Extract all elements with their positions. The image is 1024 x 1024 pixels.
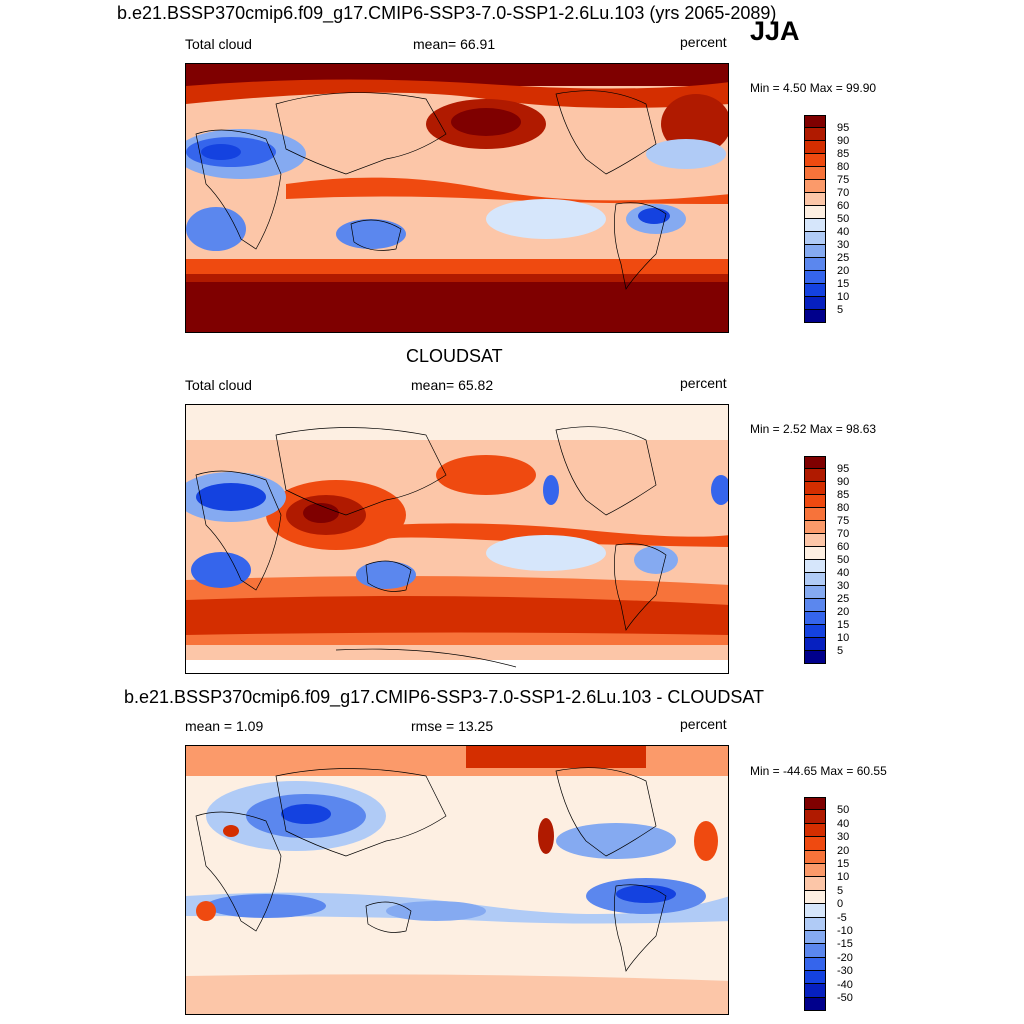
panel2-colorbar-tick: 5 xyxy=(837,645,844,657)
panel2-colorbar-tick: 50 xyxy=(837,554,850,566)
panel3-colorbar-tick: -15 xyxy=(837,938,853,950)
panel2-colorbar xyxy=(804,456,826,664)
panel1-minmax-label: Min = 4.50 Max = 99.90 xyxy=(750,81,877,95)
panel3-colorbar-tick: -30 xyxy=(837,965,853,977)
panel1-colorbar-tick: 75 xyxy=(837,174,850,186)
panel3-minmax-label: Min = -44.65 Max = 60.55 xyxy=(750,764,887,778)
panel3-colorbar-tick: 5 xyxy=(837,885,844,897)
panel1-units-label: percent xyxy=(680,34,727,50)
panel3-title: b.e21.BSSP370cmip6.f09_g17.CMIP6-SSP3-7.… xyxy=(124,687,765,707)
panel3-units-label: percent xyxy=(680,716,727,732)
panel2-colorbar-tick: 70 xyxy=(837,528,850,540)
panel3-colorbar xyxy=(804,797,826,1012)
panel2-minmax-label: Min = 2.52 Max = 98.63 xyxy=(750,422,877,436)
panel3-colorbar-tick: -10 xyxy=(837,925,853,937)
panel3-colorbar-tick: 40 xyxy=(837,818,850,830)
panel2-colorbar-tick: 15 xyxy=(837,619,850,631)
panel2-colorbar-tick: 95 xyxy=(837,463,850,475)
panel3-colorbar-tick: 15 xyxy=(837,858,850,870)
panel3-colorbar-tick: -40 xyxy=(837,979,853,991)
panel3-rmse-label: rmse = 13.25 xyxy=(411,718,494,734)
panel1-colorbar xyxy=(804,115,826,323)
panel1-colorbar-tick: 40 xyxy=(837,226,850,238)
panel1-colorbar-tick: 50 xyxy=(837,213,850,225)
panel2-colorbar-tick: 90 xyxy=(837,476,850,488)
panel1-colorbar-tick: 90 xyxy=(837,135,850,147)
panel1-colorbar-tick: 60 xyxy=(837,200,850,212)
panel2-colorbar-tick: 80 xyxy=(837,502,850,514)
panel3-colorbar-tick: 50 xyxy=(837,804,850,816)
panel1-colorbar-tick: 85 xyxy=(837,148,850,160)
panel2-variable-label: Total cloud xyxy=(185,377,252,393)
panel2-colorbar-tick: 20 xyxy=(837,606,850,618)
panel2-colorbar-tick: 10 xyxy=(837,632,850,644)
panel1-colorbar-tick: 5 xyxy=(837,304,844,316)
panel1-map xyxy=(185,63,729,333)
panel1-title: b.e21.BSSP370cmip6.f09_g17.CMIP6-SSP3-7.… xyxy=(117,3,777,23)
panel2-colorbar-tick: 40 xyxy=(837,567,850,579)
panel2-colorbar-tick: 60 xyxy=(837,541,850,553)
panel1-colorbar-tick: 80 xyxy=(837,161,850,173)
panel2-colorbar-tick: 25 xyxy=(837,593,850,605)
panel3-colorbar-tick: 0 xyxy=(837,898,844,910)
panel3-colorbar-tick: 20 xyxy=(837,845,850,857)
panel1-variable-label: Total cloud xyxy=(185,36,252,52)
panel2-colorbar-tick: 75 xyxy=(837,515,850,527)
panel2-title: CLOUDSAT xyxy=(406,346,503,366)
panel2-units-label: percent xyxy=(680,375,727,391)
panel3-colorbar-tick: 10 xyxy=(837,871,850,883)
panel3-map xyxy=(185,745,729,1015)
panel3-colorbar-tick: 30 xyxy=(837,831,850,843)
panel2-colorbar-tick: 30 xyxy=(837,580,850,592)
panel1-colorbar-tick: 25 xyxy=(837,252,850,264)
panel1-colorbar-tick: 15 xyxy=(837,278,850,290)
panel2-mean-label: mean= 65.82 xyxy=(411,377,494,393)
panel1-mean-label: mean= 66.91 xyxy=(413,36,496,52)
panel3-colorbar-tick: -50 xyxy=(837,992,853,1004)
panel3-mean-label: mean = 1.09 xyxy=(185,718,264,734)
panel3-colorbar-tick: -20 xyxy=(837,952,853,964)
panel3-colorbar-tick: -5 xyxy=(837,912,847,924)
panel1-colorbar-tick: 20 xyxy=(837,265,850,277)
panel2-map xyxy=(185,404,729,674)
panel1-colorbar-tick: 70 xyxy=(837,187,850,199)
panel2-colorbar-tick: 85 xyxy=(837,489,850,501)
panel1-colorbar-tick: 10 xyxy=(837,291,850,303)
panel1-colorbar-tick: 95 xyxy=(837,122,850,134)
season-label: JJA xyxy=(750,16,800,46)
panel1-colorbar-tick: 30 xyxy=(837,239,850,251)
